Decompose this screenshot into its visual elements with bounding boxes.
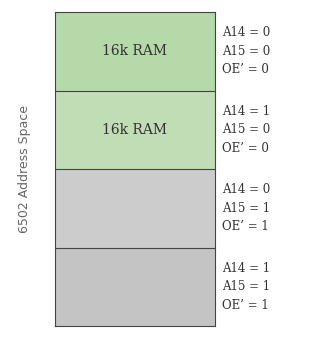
Text: A14 = 1
A15 = 1
OE’ = 1: A14 = 1 A15 = 1 OE’ = 1	[222, 262, 270, 312]
Text: 16k RAM: 16k RAM	[103, 44, 167, 58]
Text: A14 = 1
A15 = 0
OE’ = 0: A14 = 1 A15 = 0 OE’ = 0	[222, 105, 270, 155]
Text: A14 = 0
A15 = 1
OE’ = 1: A14 = 0 A15 = 1 OE’ = 1	[222, 183, 270, 233]
Bar	[55, 91, 215, 169]
Text: A14 = 0
A15 = 0
OE’ = 0: A14 = 0 A15 = 0 OE’ = 0	[222, 26, 270, 76]
Bar	[55, 12, 215, 91]
Text: 6502 Address Space: 6502 Address Space	[18, 105, 31, 233]
Bar	[55, 169, 215, 247]
Bar	[55, 247, 215, 326]
Text: 16k RAM: 16k RAM	[103, 123, 167, 137]
